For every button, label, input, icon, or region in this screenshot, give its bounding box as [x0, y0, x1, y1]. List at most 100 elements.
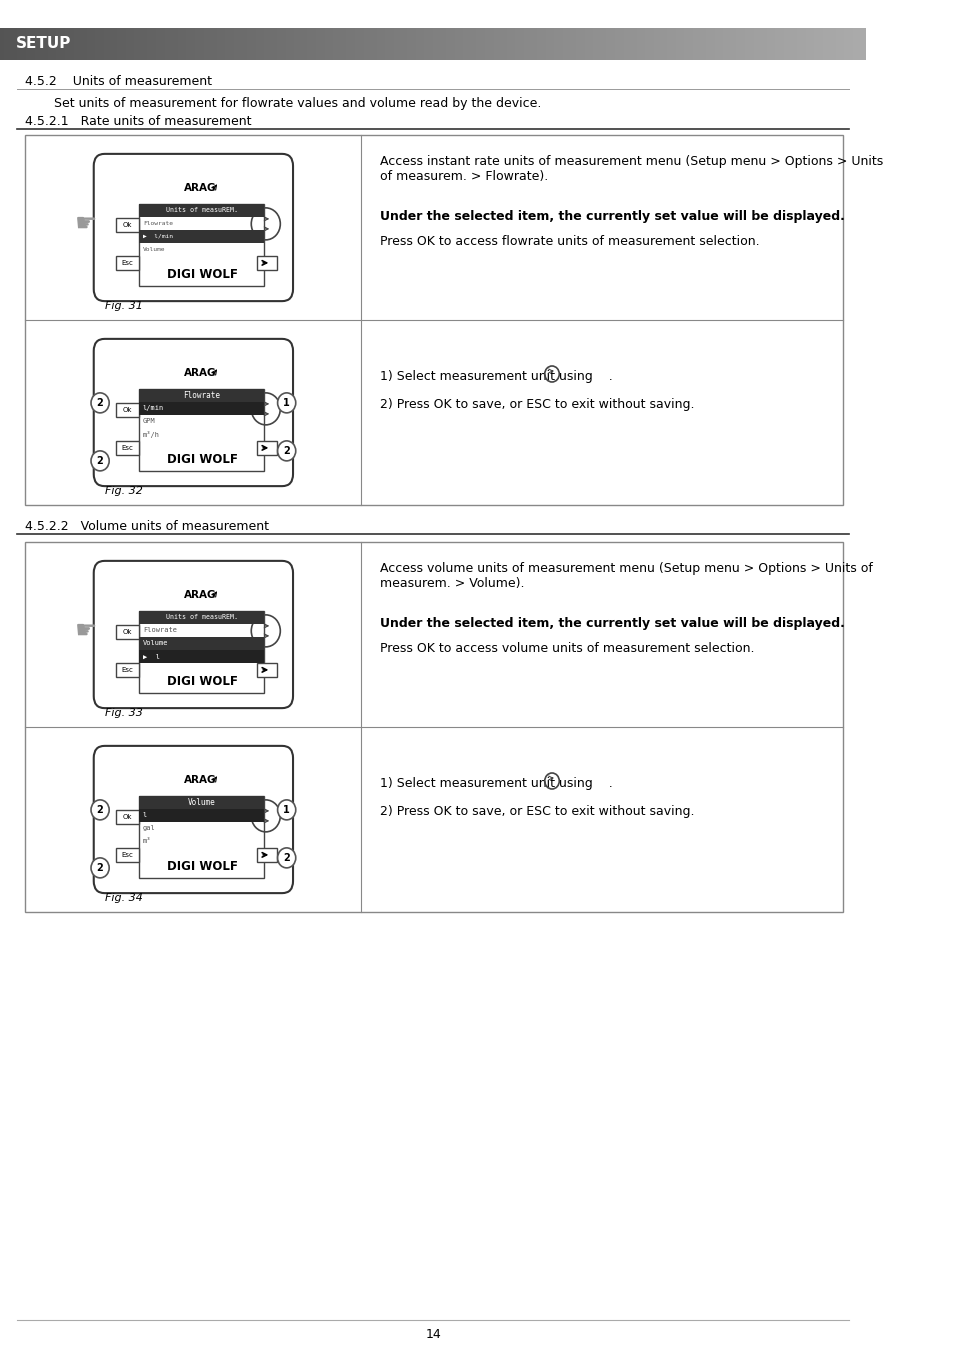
Bar	[787, 28, 793, 59]
Bar	[191, 28, 195, 59]
Bar	[34, 28, 40, 59]
Text: Under the selected item, the currently set value will be displayed.: Under the selected item, the currently s…	[379, 617, 843, 630]
Bar	[424, 28, 429, 59]
Bar	[139, 796, 264, 878]
Circle shape	[91, 857, 109, 878]
Bar	[436, 28, 442, 59]
Bar	[736, 28, 740, 59]
Bar	[139, 637, 264, 649]
Bar	[671, 28, 676, 59]
Bar	[390, 28, 395, 59]
Bar	[757, 28, 762, 59]
Bar	[731, 28, 737, 59]
Bar	[255, 28, 260, 59]
Bar	[26, 541, 841, 913]
Bar	[342, 28, 347, 59]
Bar	[666, 28, 672, 59]
Bar	[337, 28, 343, 59]
Bar	[744, 28, 749, 59]
Bar	[315, 28, 321, 59]
Bar	[139, 796, 264, 809]
Text: Access volume units of measurement menu (Setup menu > Options > Units of
measure: Access volume units of measurement menu …	[379, 562, 871, 590]
Bar	[519, 28, 524, 59]
Bar	[480, 28, 485, 59]
Bar	[545, 28, 550, 59]
Bar	[82, 28, 88, 59]
Text: 1) Select measurement unit using    .: 1) Select measurement unit using .	[379, 370, 612, 383]
Text: Fig. 31: Fig. 31	[105, 301, 142, 310]
Text: Ok: Ok	[122, 221, 132, 228]
Bar	[813, 28, 819, 59]
Text: Press OK to access volume units of measurement selection.: Press OK to access volume units of measu…	[379, 643, 753, 655]
Bar	[554, 28, 559, 59]
Bar	[601, 28, 606, 59]
Bar	[770, 28, 776, 59]
Bar	[130, 28, 135, 59]
Bar	[216, 28, 221, 59]
Bar	[861, 28, 866, 59]
Circle shape	[277, 799, 295, 819]
Text: ☛: ☛	[75, 212, 97, 236]
Bar	[212, 28, 217, 59]
Bar	[761, 28, 766, 59]
Bar	[843, 28, 849, 59]
Bar	[627, 28, 633, 59]
Bar	[351, 28, 355, 59]
Bar	[722, 28, 728, 59]
Bar	[5, 28, 10, 59]
Bar	[484, 28, 490, 59]
Bar	[576, 28, 580, 59]
Bar	[13, 28, 18, 59]
Bar	[416, 28, 420, 59]
Bar	[775, 28, 780, 59]
Bar	[840, 28, 844, 59]
Text: Access instant rate units of measurement menu (Setup menu > Options > Units
of m: Access instant rate units of measurement…	[379, 155, 882, 184]
Bar	[134, 28, 139, 59]
Bar	[779, 28, 784, 59]
Bar	[463, 28, 468, 59]
Bar	[584, 28, 589, 59]
Text: Ok: Ok	[122, 814, 132, 819]
Bar	[256, 256, 276, 270]
Text: ▶  l/min: ▶ l/min	[143, 234, 172, 239]
Bar	[139, 610, 264, 624]
Bar	[359, 28, 364, 59]
Bar	[139, 610, 264, 693]
Bar	[792, 28, 797, 59]
Circle shape	[91, 393, 109, 413]
Text: 1) Select measurement unit using    .: 1) Select measurement unit using .	[379, 778, 612, 790]
Bar	[606, 28, 611, 59]
Bar	[139, 809, 264, 822]
Bar	[233, 28, 239, 59]
Text: 4.5.2    Units of measurement: 4.5.2 Units of measurement	[26, 76, 213, 88]
Bar	[818, 28, 822, 59]
Bar	[115, 663, 139, 676]
Bar	[419, 28, 425, 59]
Bar	[658, 28, 663, 59]
Bar	[199, 28, 204, 59]
Bar	[809, 28, 814, 59]
Bar	[537, 28, 541, 59]
Bar	[95, 28, 100, 59]
Bar	[259, 28, 265, 59]
Bar	[411, 28, 416, 59]
Bar	[329, 28, 334, 59]
Text: 1: 1	[283, 398, 290, 408]
Bar	[558, 28, 563, 59]
Bar	[822, 28, 827, 59]
Bar	[112, 28, 118, 59]
Bar	[230, 28, 234, 59]
Bar	[506, 28, 512, 59]
Bar	[160, 28, 165, 59]
Bar	[372, 28, 377, 59]
Text: Esc: Esc	[121, 852, 133, 857]
Text: ARAG: ARAG	[184, 182, 216, 193]
Circle shape	[91, 799, 109, 819]
Bar	[623, 28, 628, 59]
Bar	[727, 28, 732, 59]
Circle shape	[277, 441, 295, 460]
Bar	[458, 28, 464, 59]
Text: m³/h: m³/h	[143, 431, 159, 437]
Text: Fig. 33: Fig. 33	[105, 709, 142, 718]
Text: Ok: Ok	[122, 406, 132, 413]
